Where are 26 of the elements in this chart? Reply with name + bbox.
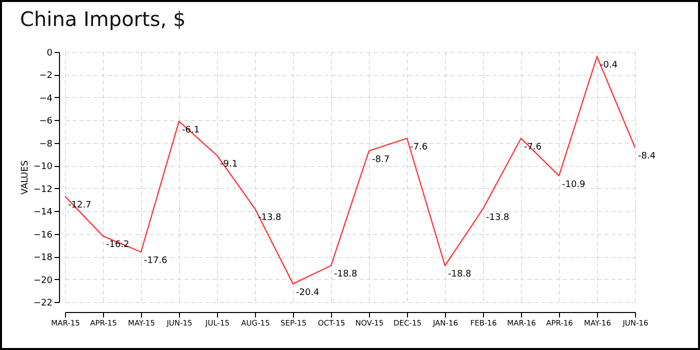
y-tick-label: −14 bbox=[34, 208, 53, 218]
y-tick-label: −4 bbox=[39, 94, 53, 104]
line-series bbox=[64, 56, 636, 284]
y-tick-label: −8 bbox=[39, 139, 53, 150]
y-tick-label: −6 bbox=[39, 116, 53, 127]
y-tick-label: 0 bbox=[46, 48, 53, 58]
data-label: -18.8 bbox=[448, 270, 472, 280]
data-label: -18.8 bbox=[334, 270, 358, 280]
data-label: -8.4 bbox=[638, 151, 656, 162]
y-tick-label: −16 bbox=[34, 230, 53, 240]
y-tick-label: −18 bbox=[34, 253, 53, 264]
data-label: -7.6 bbox=[410, 142, 428, 152]
y-tick-label: −22 bbox=[34, 298, 52, 308]
y-axis-title: VALUES bbox=[20, 160, 31, 195]
y-tick-label: −12 bbox=[34, 184, 52, 195]
y-tick-label: −10 bbox=[34, 162, 53, 172]
chart-title: China Imports, $ bbox=[20, 7, 186, 31]
y-tick-label: −2 bbox=[39, 71, 52, 82]
data-label: -0.4 bbox=[600, 60, 618, 71]
data-label: -13.8 bbox=[486, 212, 510, 223]
data-label: -20.4 bbox=[296, 288, 320, 298]
data-label: -10.9 bbox=[562, 180, 586, 190]
data-label: -16.2 bbox=[106, 240, 130, 250]
y-tick-label: −20 bbox=[34, 276, 53, 286]
data-label: -8.7 bbox=[372, 154, 390, 165]
data-label: -17.6 bbox=[144, 256, 168, 266]
